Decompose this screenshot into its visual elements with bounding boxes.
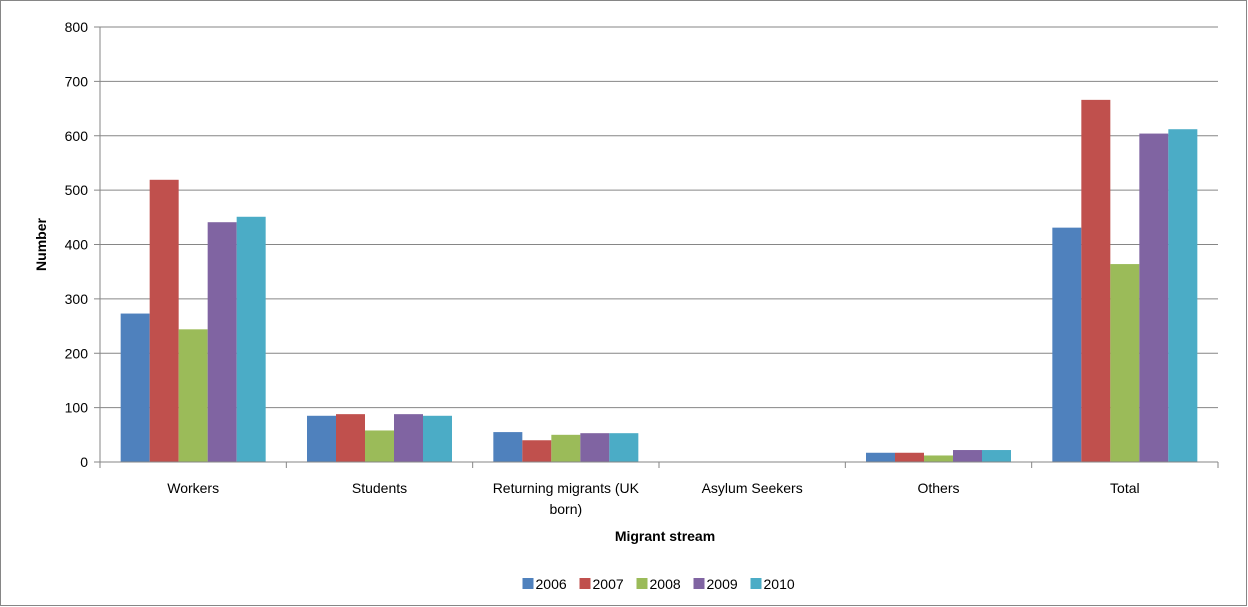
- bar-2010-total: [1168, 129, 1198, 462]
- bar-2010-others: [982, 450, 1011, 462]
- x-tick-label: Workers: [167, 480, 219, 496]
- x-tick-label: Students: [352, 480, 407, 496]
- legend-label-2010: 2010: [764, 576, 795, 592]
- x-tick-label: Others: [917, 480, 959, 496]
- bar-2006-students: [307, 415, 336, 462]
- y-tick-labels: 0 100 200 300 400 500 600 700 800: [65, 19, 89, 470]
- bar-2006-workers: [120, 313, 150, 462]
- y-tick-label: 400: [65, 237, 89, 253]
- bar-2009-returning-migrants-uk-born: [580, 433, 610, 462]
- y-tick-label: 800: [65, 19, 89, 35]
- x-tick-label: Asylum Seekers: [702, 480, 803, 496]
- bar-2010-students: [423, 415, 452, 462]
- y-tick-label: 600: [65, 128, 89, 144]
- bar-2009-others: [953, 450, 982, 462]
- bar-2009-students: [394, 414, 423, 462]
- legend-label-2006: 2006: [536, 576, 567, 592]
- bar-2008-workers: [178, 329, 208, 462]
- bar-2008-total: [1110, 264, 1140, 462]
- x-tick-label: Returning migrants (UK born): [493, 480, 640, 517]
- y-tick-label: 200: [65, 345, 89, 361]
- legend-swatch-2006: [522, 578, 534, 589]
- bar-2010-returning-migrants-uk-born: [609, 433, 639, 462]
- legend-label-2009: 2009: [707, 576, 738, 592]
- axes: [94, 26, 1219, 468]
- bar-2008-others: [924, 455, 953, 462]
- bar-2007-workers: [149, 179, 179, 462]
- y-tick-label: 300: [65, 291, 89, 307]
- bar-2006-others: [866, 452, 895, 462]
- bar-2007-others: [895, 452, 924, 462]
- bar-2007-returning-migrants-uk-born: [522, 440, 552, 462]
- bar-2007-total: [1081, 99, 1111, 463]
- legend-label-2007: 2007: [593, 576, 624, 592]
- y-tick-label: 0: [80, 454, 88, 470]
- y-tick-label: 700: [65, 73, 89, 89]
- legend: 2006 2007 2008 2009 2010: [522, 576, 795, 592]
- y-axis-title: Number: [33, 218, 49, 271]
- bar-2006-returning-migrants-uk-born: [493, 432, 523, 462]
- bar-2008-returning-migrants-uk-born: [551, 434, 581, 462]
- bar-2009-workers: [207, 222, 237, 462]
- y-tick-label: 100: [65, 400, 89, 416]
- legend-swatch-2007: [579, 578, 591, 589]
- x-tick-label: Total: [1110, 480, 1140, 496]
- bars: [120, 99, 1198, 463]
- bar-2009-total: [1139, 133, 1169, 462]
- gridlines: [100, 26, 1218, 409]
- x-tick-labels: Workers Students Returning migrants (UK bor…: [167, 480, 1139, 517]
- legend-swatch-2010: [750, 578, 762, 589]
- bar-2010-workers: [236, 216, 266, 462]
- y-tick-label: 500: [65, 182, 89, 198]
- bar-2006-total: [1052, 227, 1082, 462]
- legend-swatch-2009: [693, 578, 705, 589]
- legend-swatch-2008: [636, 578, 648, 589]
- bar-2007-students: [336, 414, 365, 462]
- legend-label-2008: 2008: [650, 576, 681, 592]
- x-axis-title: Migrant stream: [615, 528, 715, 544]
- bar-2008-students: [365, 430, 394, 462]
